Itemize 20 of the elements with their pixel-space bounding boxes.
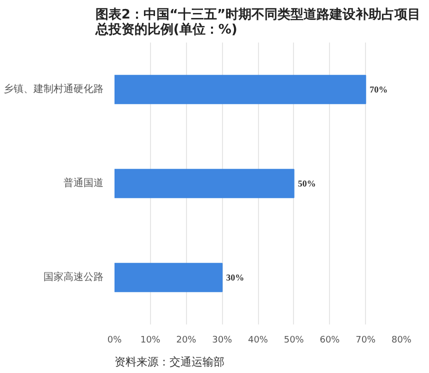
x-tick-label: 20%	[176, 336, 197, 346]
bar	[114, 262, 223, 292]
data-label: 50%	[298, 178, 316, 188]
data-label: 30%	[226, 272, 244, 282]
chart-title: 图表2：中国“十三五”时期不同类型道路建设补助占项目总投资的比例(单位：%)	[94, 6, 421, 38]
data-label: 70%	[370, 84, 388, 94]
bar	[114, 74, 366, 104]
y-tick-label: 乡镇、建制村通硬化路	[4, 83, 104, 95]
x-tick-label: 10%	[140, 336, 161, 346]
x-tick-label: 60%	[320, 336, 340, 346]
x-tick-label: 80%	[392, 336, 412, 346]
x-tick-label: 70%	[356, 336, 376, 346]
y-tick-label: 普通国道	[64, 177, 104, 189]
text: 资料来源：交通运输部	[114, 356, 224, 368]
bar	[114, 168, 294, 198]
x-tick-label: 0%	[107, 336, 122, 346]
y-tick-label: 国家高速公路	[44, 271, 104, 283]
x-tick-label: 30%	[212, 336, 233, 346]
x-tick-label: 40%	[248, 336, 268, 346]
x-tick-label: 50%	[284, 336, 304, 346]
